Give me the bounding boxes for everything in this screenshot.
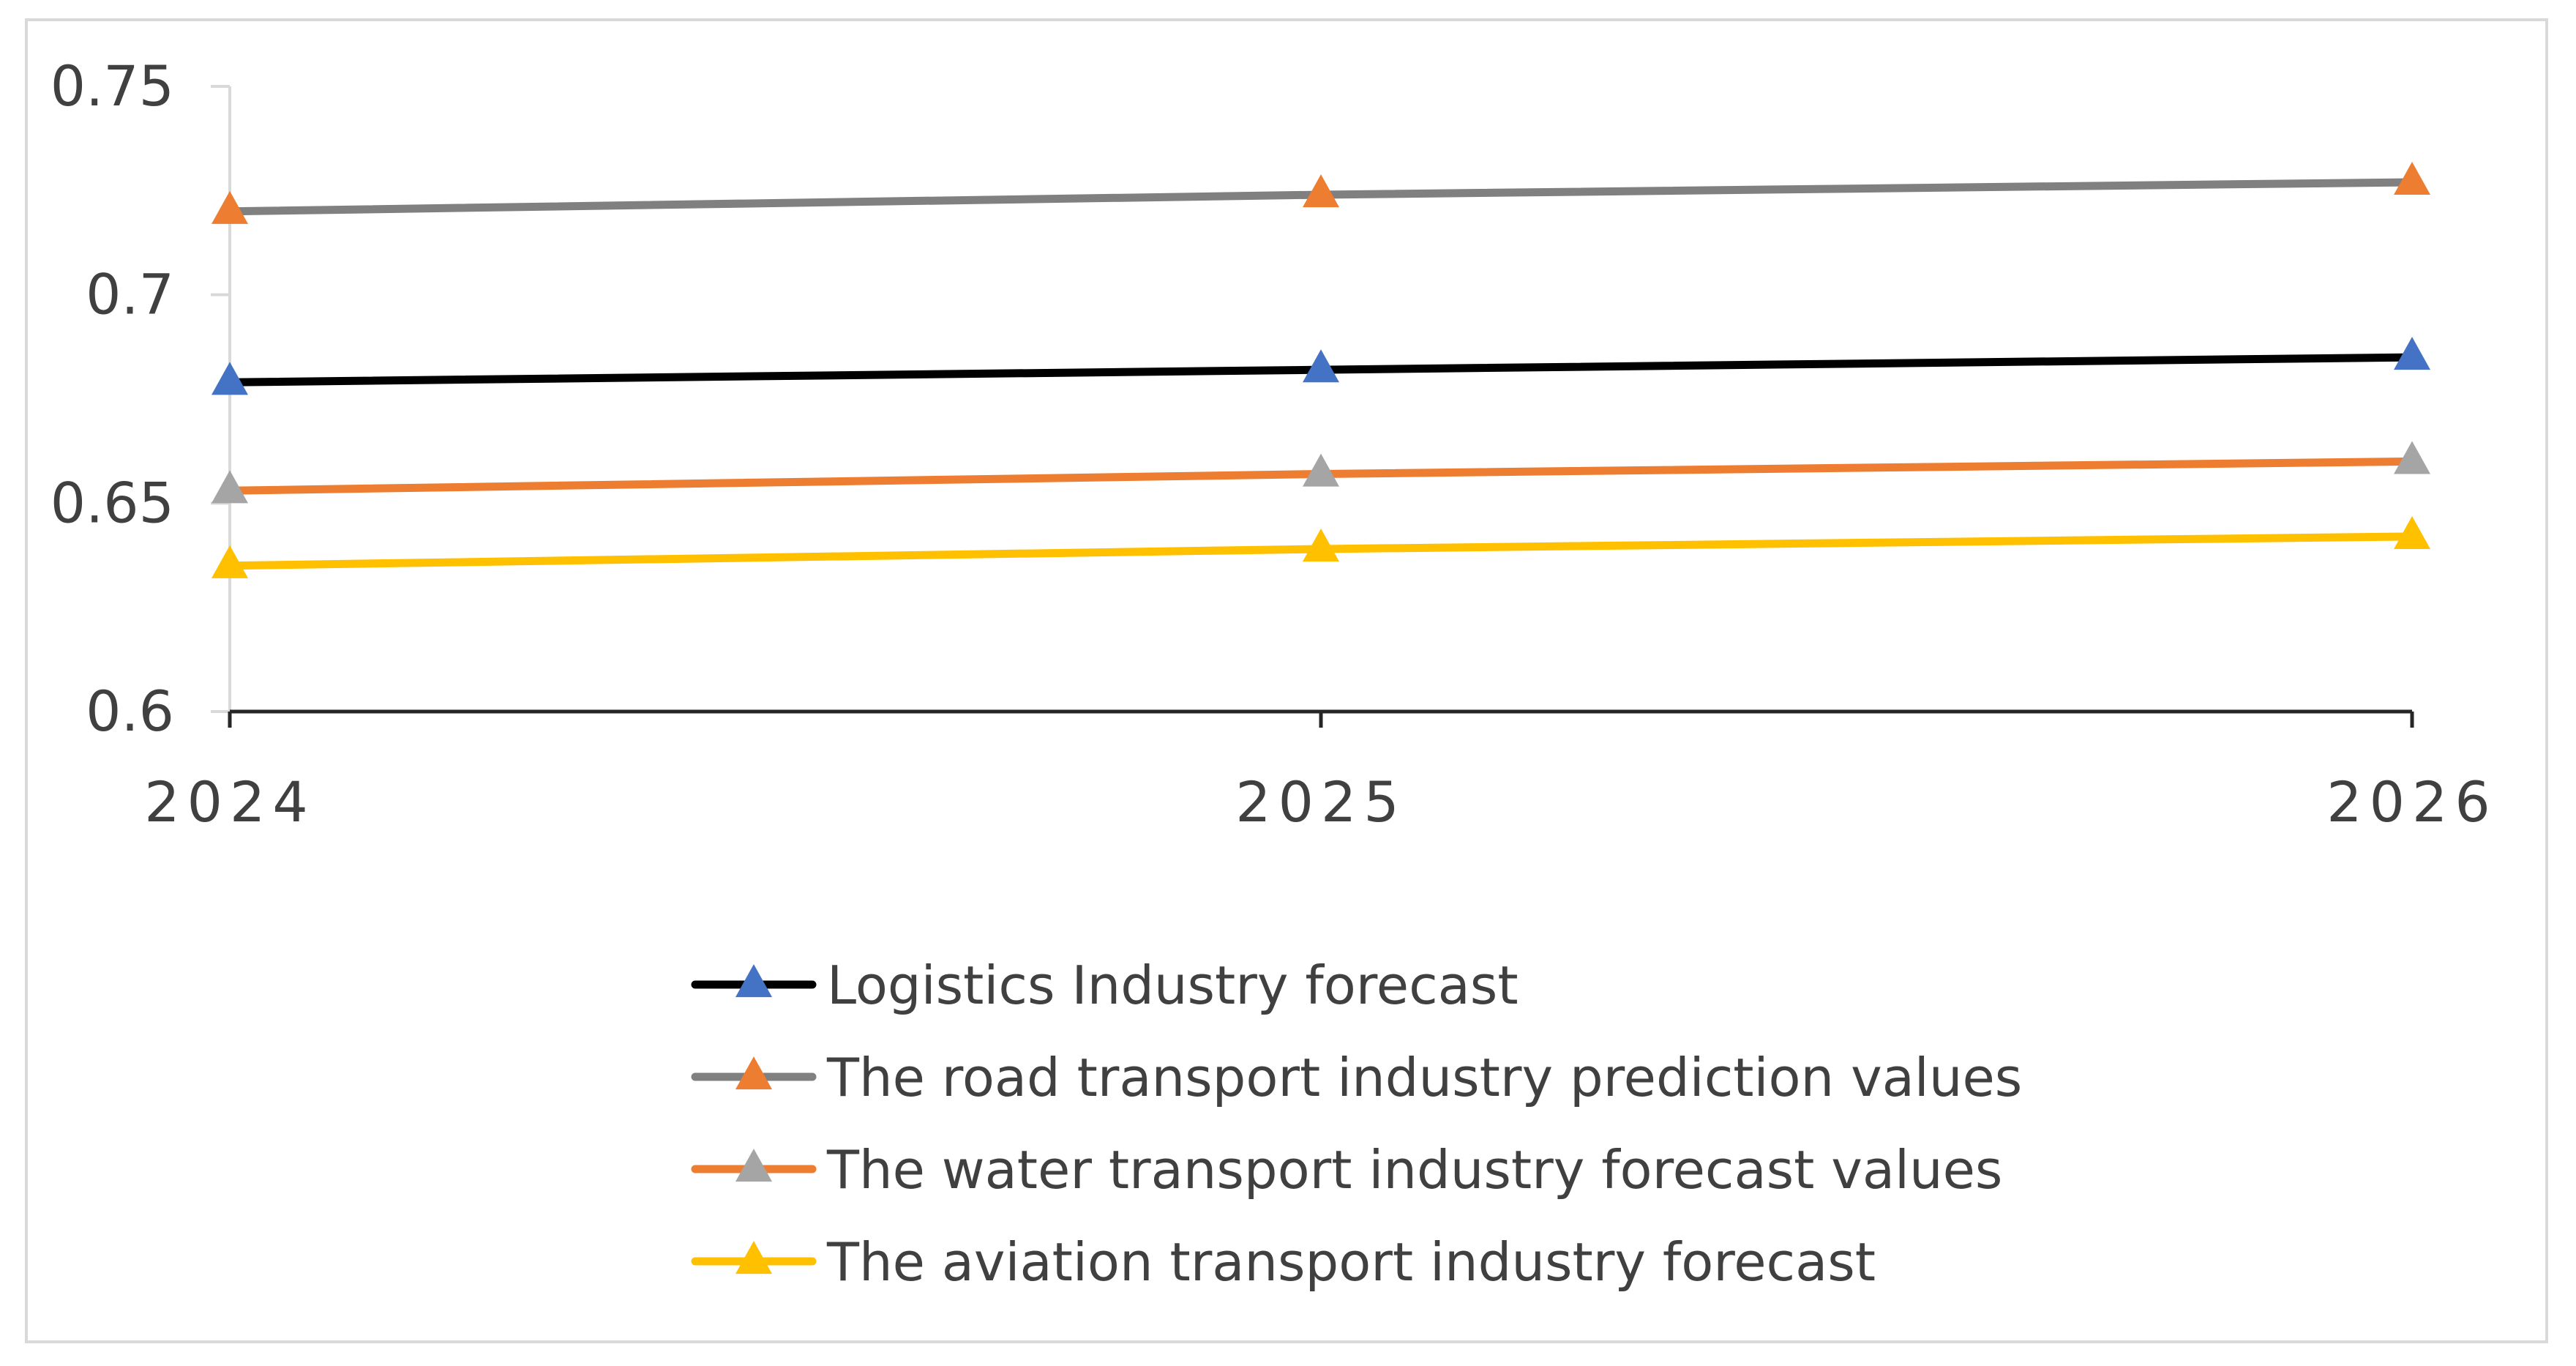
y-tick-label: 0.6 [86, 679, 174, 744]
x-tick-label: 2026 [2326, 769, 2497, 835]
legend-swatch-marker [735, 964, 772, 998]
chart-border [25, 18, 2548, 1343]
data-point-marker [1303, 349, 1339, 383]
data-point-marker [2394, 337, 2430, 370]
legend-swatch-marker [735, 1149, 772, 1182]
data-point-marker [211, 362, 248, 395]
x-tick-label: 2025 [1235, 769, 1406, 835]
x-tick-label: 2024 [144, 769, 315, 835]
y-tick-label: 0.65 [50, 470, 174, 535]
legend-swatch-marker [735, 1056, 772, 1090]
data-point-marker [211, 470, 248, 504]
y-tick-label: 0.7 [86, 262, 174, 327]
data-point-marker [2394, 515, 2430, 549]
y-tick-label: 0.75 [50, 53, 174, 119]
legend-label: Logistics Industry forecast [827, 955, 1519, 1016]
data-point-marker [211, 190, 248, 224]
data-point-marker [211, 545, 248, 578]
legend-label: The water transport industry forecast va… [826, 1139, 2002, 1201]
data-point-marker [2394, 162, 2430, 195]
legend-label: The aviation transport industry forecast [826, 1231, 1876, 1293]
data-point-marker [1303, 529, 1339, 562]
data-point-marker [1303, 453, 1339, 487]
data-point-marker [2394, 441, 2430, 474]
legend-label: The road transport industry prediction v… [826, 1047, 2022, 1108]
legend-swatch-marker [735, 1241, 772, 1274]
data-point-marker [1303, 174, 1339, 208]
